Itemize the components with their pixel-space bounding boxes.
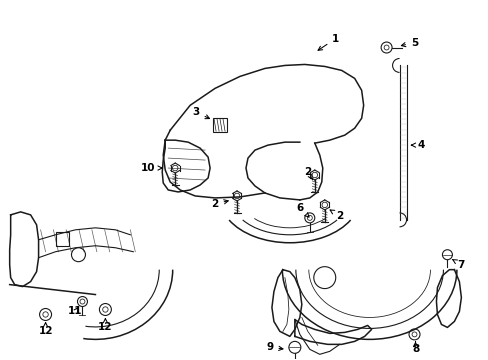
Text: 5: 5 — [401, 37, 417, 48]
Text: 9: 9 — [266, 342, 283, 352]
Text: 4: 4 — [410, 140, 424, 150]
Text: 2: 2 — [304, 167, 312, 180]
Text: 2: 2 — [211, 199, 228, 209]
Text: 12: 12 — [98, 319, 112, 332]
Text: 10: 10 — [141, 163, 162, 173]
Text: 3: 3 — [192, 107, 209, 119]
Text: 1: 1 — [317, 33, 339, 50]
Text: 6: 6 — [296, 203, 308, 217]
Text: 2: 2 — [329, 210, 343, 221]
Text: 12: 12 — [38, 323, 53, 336]
Text: 8: 8 — [411, 342, 418, 354]
Text: 7: 7 — [451, 260, 464, 270]
Text: 11: 11 — [68, 306, 82, 316]
